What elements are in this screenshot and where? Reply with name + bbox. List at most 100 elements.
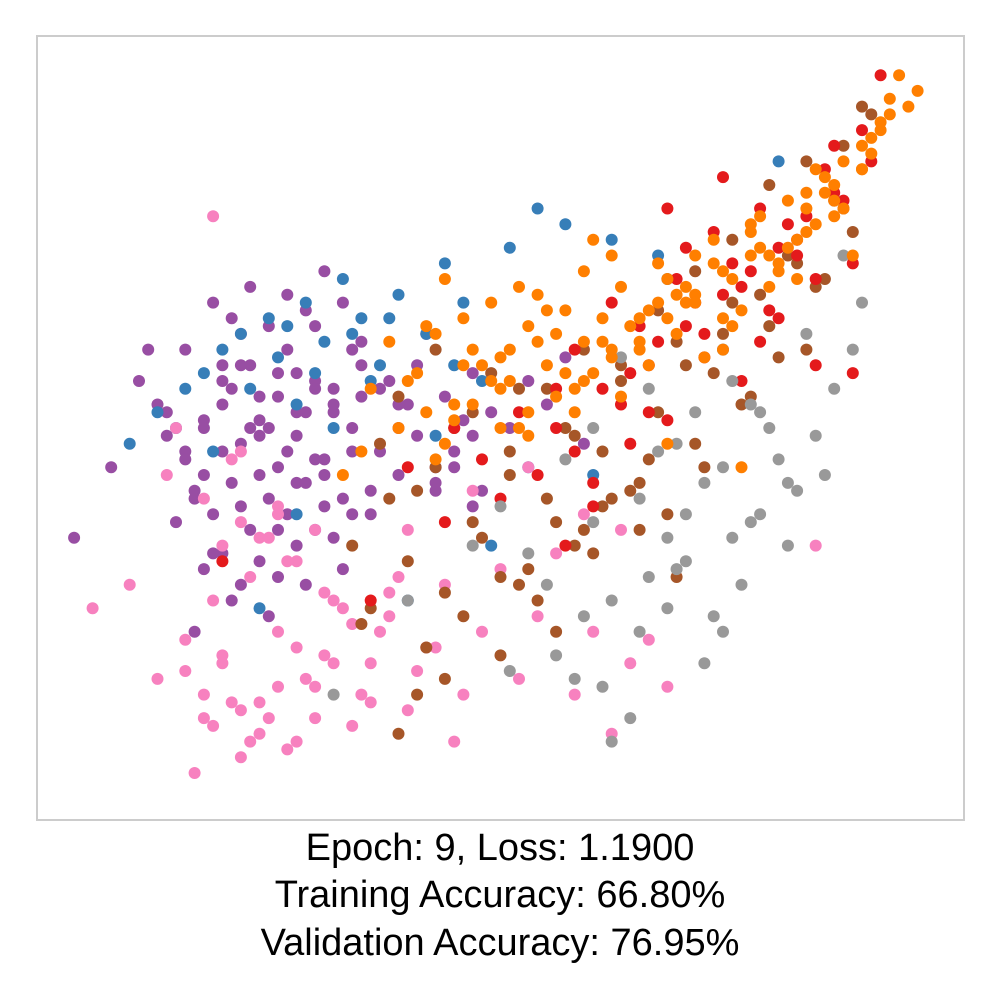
scatter-point [522,375,535,387]
scatter-point [234,516,247,529]
scatter-point [244,280,257,293]
scatter-point [346,508,359,521]
scatter-point [540,304,553,317]
scatter-point [476,484,488,497]
scatter-point [568,429,581,442]
scatter-point [846,367,859,380]
scatter-point [253,429,266,442]
scatter-point [179,665,192,677]
scatter-point [540,382,553,395]
scatter-point [717,327,729,340]
scatter-point [281,508,294,521]
scatter-point [531,610,544,623]
scatter-point [587,516,600,529]
scatter-point [559,218,572,231]
scatter-point [494,571,507,583]
scatter-point [522,461,535,474]
scatter-point [244,571,257,583]
scatter-point [476,359,488,372]
caption-training-accuracy: Training Accuracy: 66.80% [274,874,726,916]
scatter-point [336,563,349,576]
scatter-point [244,422,257,434]
scatter-point [401,398,414,411]
scatter-point [503,241,516,254]
scatter-point [670,327,683,340]
scatter-point [577,335,590,348]
scatter-point [503,469,516,481]
scatter-point [633,492,646,505]
scatter-point [411,429,424,442]
scatter-point [253,555,266,568]
scatter-point [503,422,516,434]
scatter-point [800,327,813,340]
scatter-point [290,735,303,748]
scatter-point [234,327,247,340]
scatter-point [272,351,284,364]
scatter-point [772,241,785,254]
scatter-point [642,571,655,583]
scatter-point [698,327,711,340]
scatter-point [318,335,331,348]
scatter-point [791,233,804,246]
scatter-point [587,367,600,380]
scatter-point [207,508,220,521]
scatter-point [605,249,618,262]
scatter-point [531,202,544,215]
scatter-point [568,406,581,419]
scatter-point [392,469,405,481]
scatter-point [281,555,294,568]
scatter-point [837,249,850,262]
scatter-point [457,688,470,701]
scatter-point [346,327,359,340]
scatter-point [661,273,674,285]
scatter-point [272,523,284,536]
scatter-point [661,508,674,521]
scatter-point [262,492,275,505]
scatter-point [679,359,692,372]
scatter-point [661,437,674,450]
scatter-point [68,531,81,544]
scatter-point [466,500,479,513]
caption-validation-accuracy: Validation Accuracy: 76.95% [260,922,740,964]
scatter-point [327,382,340,395]
scatter-point [670,437,683,450]
scatter-point [559,422,572,434]
scatter-point [605,343,618,356]
scatter-point [207,547,220,560]
scatter-point [744,398,757,411]
scatter-point [160,469,173,481]
scatter-point [550,649,563,662]
scatter-point [476,625,488,638]
scatter-point [568,688,581,701]
scatter-point [197,469,210,481]
scatter-point [531,288,544,301]
scatter-point [457,312,470,325]
scatter-point [309,680,322,693]
scatter-point [550,547,563,560]
scatter-point [448,414,461,427]
scatter-point [494,649,507,662]
scatter-point [281,288,294,301]
scatter-point [717,288,729,301]
scatter-point [679,555,692,568]
scatter-point [550,625,563,638]
scatter-point [670,563,683,576]
scatter-point [577,265,590,278]
scatter-point [272,508,284,521]
scatter-point [531,594,544,607]
scatter-point [568,445,581,458]
scatter-point [429,484,442,497]
scatter-point [216,375,229,387]
scatter-point [411,665,424,677]
scatter-point [476,453,488,466]
scatter-point [355,312,368,325]
scatter-point [281,320,294,333]
scatter-point [494,500,507,513]
scatter-point [179,343,192,356]
scatter-point [846,343,859,356]
scatter-point [837,202,850,215]
scatter-point [661,414,674,427]
scatter-point [809,163,822,176]
scatter-point [911,84,924,97]
